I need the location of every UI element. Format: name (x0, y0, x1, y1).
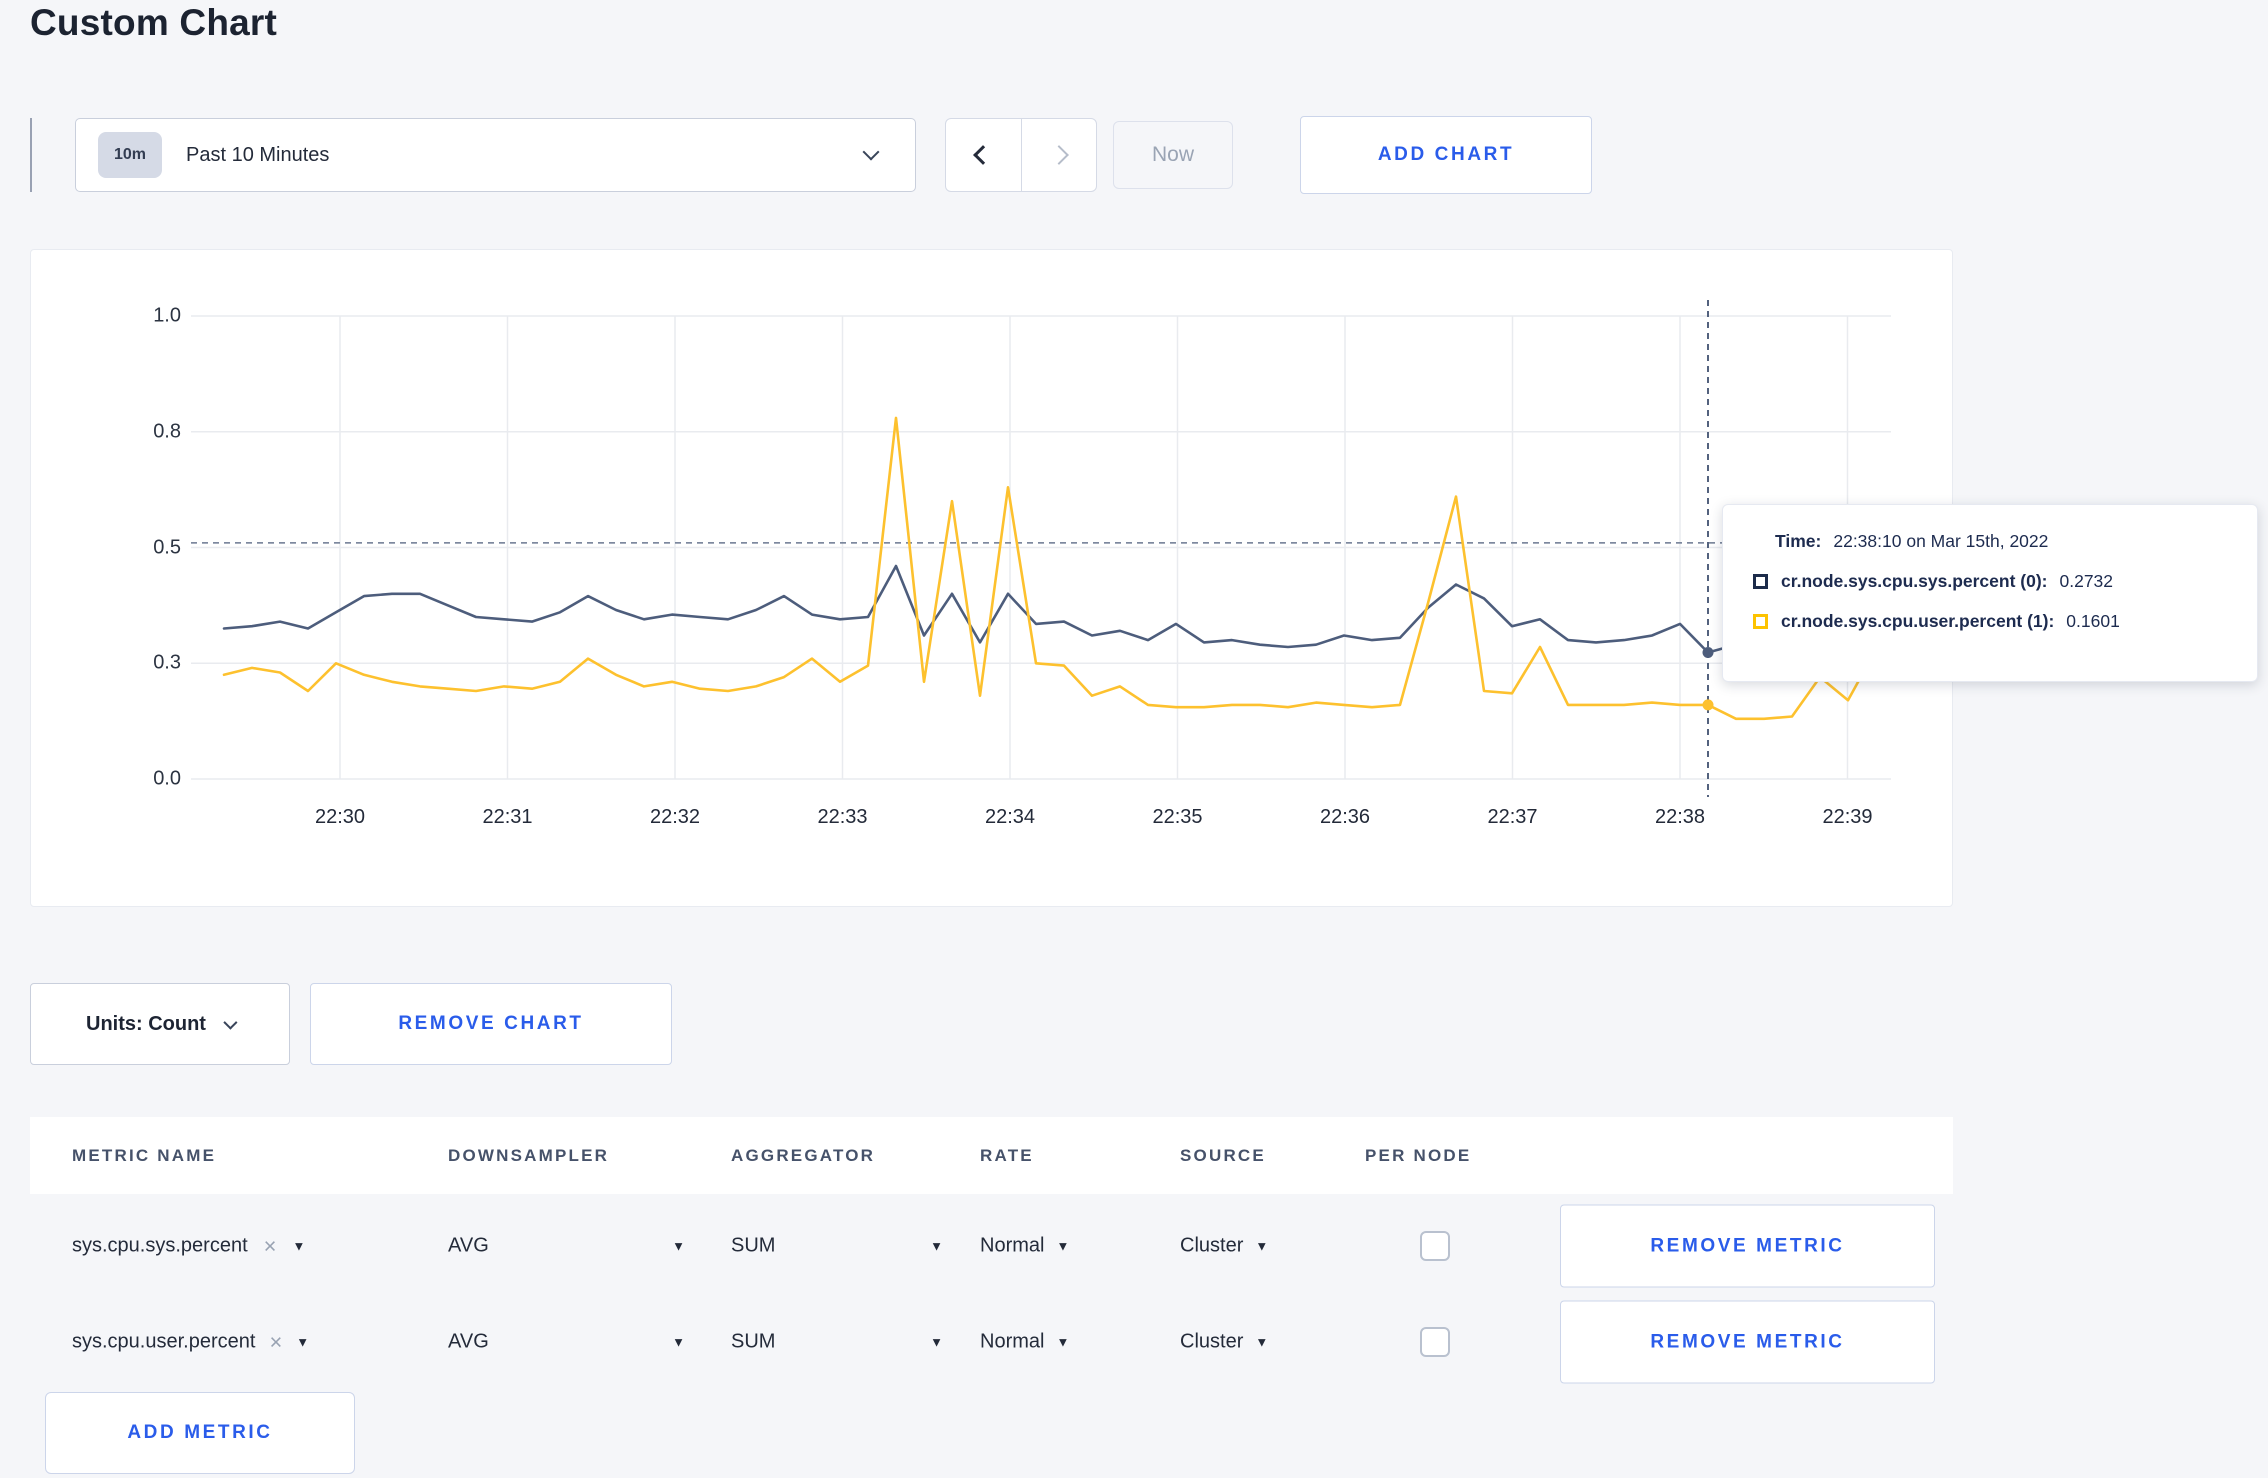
add-chart-button[interactable]: ADD CHART (1300, 116, 1592, 194)
dropdown-arrow-icon: ▼ (672, 1238, 685, 1254)
per-node-checkbox[interactable] (1420, 1327, 1450, 1357)
header-per-node: PER NODE (1365, 1145, 1472, 1165)
rate-select[interactable]: Normal ▼ (980, 1235, 1069, 1258)
aggregator-value: SUM (731, 1234, 776, 1257)
metric-name-select[interactable]: sys.cpu.user.percent × ▼ (72, 1331, 309, 1354)
add-metric-button[interactable]: ADD METRIC (45, 1392, 355, 1474)
timespan-nav-group (945, 118, 1097, 192)
per-node-checkbox[interactable] (1420, 1231, 1450, 1261)
metric-name-value: sys.cpu.sys.percent (72, 1234, 248, 1257)
dropdown-arrow-icon: ▼ (1056, 1334, 1070, 1350)
series-line (222, 564, 1878, 654)
dropdown-arrow-icon: ▼ (1056, 1238, 1070, 1254)
per-node-cell (1420, 1231, 1450, 1261)
y-axis-tick-label: 0.8 (153, 420, 181, 443)
tooltip-time-value: 22:38:10 on Mar 15th, 2022 (1833, 531, 2049, 551)
x-axis-tick-label: 22:34 (984, 806, 1036, 828)
rate-select[interactable]: Normal ▼ (980, 1331, 1069, 1354)
x-axis-tick-label: 22:37 (1487, 806, 1538, 828)
downsampler-value: AVG (448, 1234, 489, 1257)
series-line (222, 416, 1878, 721)
source-value: Cluster (1180, 1330, 1244, 1353)
metric-name-value: sys.cpu.user.percent (72, 1330, 256, 1353)
y-axis-tick-label: 0.0 (153, 767, 181, 790)
header-downsampler: DOWNSAMPLER (448, 1145, 610, 1165)
remove-metric-button[interactable]: REMOVE METRIC (1560, 1204, 1935, 1288)
x-axis-tick-label: 22:38 (1654, 806, 1706, 828)
chevron-down-icon (223, 1015, 238, 1030)
clear-metric-icon[interactable]: × (263, 1233, 277, 1258)
timescale-badge: 10m (98, 132, 162, 178)
now-button[interactable]: Now (1113, 121, 1233, 189)
header-metric-name: METRIC NAME (72, 1145, 217, 1165)
downsampler-select[interactable]: AVG ▼ (448, 1331, 685, 1354)
chevron-down-icon (862, 143, 880, 161)
toolbar-left-divider (30, 118, 32, 192)
aggregator-select[interactable]: SUM ▼ (731, 1331, 943, 1354)
x-axis-tick-label: 22:31 (482, 806, 533, 828)
rate-value: Normal (980, 1234, 1045, 1257)
dropdown-arrow-icon: ▼ (930, 1238, 943, 1254)
tooltip-series-row: cr.node.sys.cpu.user.percent (1): 0.1601 (1753, 611, 2237, 632)
header-aggregator: AGGREGATOR (731, 1145, 876, 1165)
x-axis-tick-label: 22:36 (1319, 806, 1371, 828)
header-rate: RATE (980, 1145, 1034, 1165)
tooltip-series-label: cr.node.sys.cpu.user.percent (1): (1781, 611, 2055, 631)
remove-chart-button[interactable]: REMOVE CHART (310, 983, 672, 1065)
metric-name-select[interactable]: sys.cpu.sys.percent × ▼ (72, 1235, 305, 1258)
tooltip-series-label: cr.node.sys.cpu.sys.percent (0): (1781, 571, 2048, 591)
aggregator-select[interactable]: SUM ▼ (731, 1235, 943, 1258)
timescale-select[interactable]: 10m Past 10 Minutes (75, 118, 916, 192)
table-row: sys.cpu.sys.percent × ▼ AVG ▼ SUM ▼ Norm… (30, 1198, 1953, 1294)
x-axis-tick-label: 22:33 (817, 806, 868, 828)
chart-hover-tooltip: Time: 22:38:10 on Mar 15th, 2022 cr.node… (1722, 504, 2258, 682)
remove-metric-button[interactable]: REMOVE METRIC (1560, 1300, 1935, 1384)
source-select[interactable]: Cluster ▼ (1180, 1331, 1268, 1354)
tooltip-series-value: 0.1601 (2066, 611, 2120, 631)
dropdown-arrow-icon: ▼ (1255, 1334, 1269, 1350)
tooltip-time-label: Time: (1775, 531, 1822, 551)
timescale-label: Past 10 Minutes (186, 143, 330, 166)
tooltip-time-row: Time: 22:38:10 on Mar 15th, 2022 (1753, 531, 2237, 552)
x-axis-tick-label: 22:32 (649, 806, 701, 828)
chart-card: 0.0 0.3 0.5 0.8 1.0 22:30 22:31 22:32 22:33 22:34… (30, 249, 2258, 908)
dropdown-arrow-icon: ▼ (672, 1334, 685, 1350)
header-source: SOURCE (1180, 1145, 1266, 1165)
dropdown-arrow-icon: ▼ (930, 1334, 943, 1350)
metrics-table-header: METRIC NAME DOWNSAMPLER AGGREGATOR RATE … (30, 1117, 1953, 1194)
downsampler-value: AVG (448, 1330, 489, 1353)
page-title: Custom Chart (30, 2, 278, 43)
y-axis-tick-label: 1.0 (153, 304, 181, 327)
chevron-right-icon (1048, 145, 1069, 165)
x-axis-tick-label: 22:30 (314, 806, 366, 828)
next-timespan-button[interactable] (1020, 119, 1097, 191)
x-axis-tick-label: 22:35 (1152, 806, 1203, 828)
per-node-cell (1420, 1327, 1450, 1357)
units-label: Units: Count (86, 1012, 206, 1035)
x-axis-tick-label: 22:39 (1822, 806, 1873, 828)
rate-value: Normal (980, 1330, 1045, 1353)
previous-timespan-button[interactable] (946, 119, 1021, 191)
dropdown-arrow-icon: ▼ (292, 1238, 306, 1254)
series-sys-swatch-icon (1753, 574, 1768, 589)
line-chart[interactable] (31, 250, 1954, 908)
table-row: sys.cpu.user.percent × ▼ AVG ▼ SUM ▼ Nor… (30, 1294, 1953, 1390)
series-user-swatch-icon (1753, 614, 1768, 629)
units-select[interactable]: Units: Count (30, 983, 290, 1065)
aggregator-value: SUM (731, 1330, 776, 1353)
tooltip-series-row: cr.node.sys.cpu.sys.percent (0): 0.2732 (1753, 571, 2237, 592)
y-axis-tick-label: 0.3 (153, 651, 181, 674)
dropdown-arrow-icon: ▼ (296, 1334, 310, 1350)
hover-point-dot (1702, 647, 1714, 659)
hover-point-dot (1702, 699, 1714, 711)
downsampler-select[interactable]: AVG ▼ (448, 1235, 685, 1258)
source-value: Cluster (1180, 1234, 1244, 1257)
dropdown-arrow-icon: ▼ (1255, 1238, 1269, 1254)
chevron-left-icon (973, 145, 994, 165)
tooltip-series-value: 0.2732 (2059, 571, 2114, 591)
source-select[interactable]: Cluster ▼ (1180, 1235, 1268, 1258)
y-axis-tick-label: 0.5 (153, 536, 181, 558)
clear-metric-icon[interactable]: × (269, 1329, 283, 1354)
